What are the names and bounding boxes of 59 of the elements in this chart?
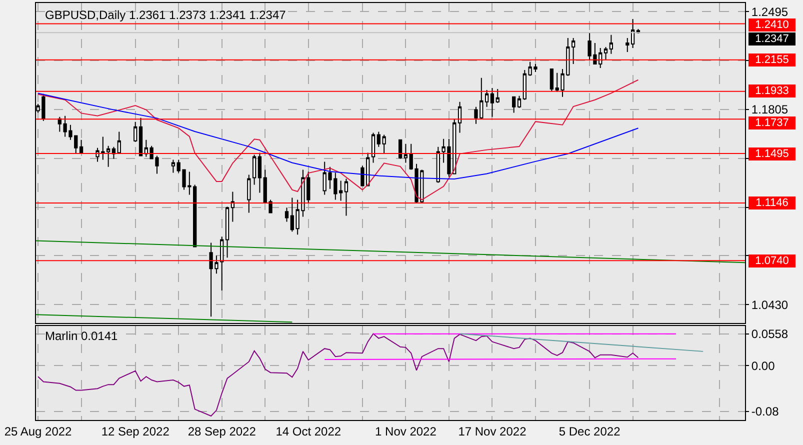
candlestick [382, 134, 386, 154]
x-tick-label: 12 Sep 2022 [101, 424, 170, 438]
line-series [38, 92, 639, 180]
candlestick [252, 154, 256, 186]
x-tick-label: 5 Dec 2022 [558, 424, 621, 438]
candlestick [484, 89, 489, 108]
candlestick [284, 207, 289, 222]
ref-line-label: 1.1933 [755, 85, 789, 97]
y-tick-label: 0.00 [751, 358, 776, 373]
candlestick [490, 87, 494, 118]
candlestick [376, 131, 380, 148]
ref-line-label: 1.2347 [755, 33, 789, 45]
candlestick [550, 68, 554, 92]
ref-line-label: 1.0740 [755, 255, 789, 267]
y-tick-label: 0.0558 [751, 327, 788, 342]
candlestick [604, 46, 608, 60]
x-tick-label: 1 Nov 2022 [375, 424, 437, 438]
candlestick [630, 18, 635, 48]
candlestick [517, 95, 522, 108]
candlestick [171, 159, 176, 174]
candlestick [134, 121, 138, 142]
ref-line-label: 1.1737 [755, 117, 789, 129]
y-tick-label: 1.2495 [751, 4, 788, 19]
candlestick [398, 139, 402, 160]
y-tick-label: 1.1805 [751, 102, 788, 117]
ref-line-label: 1.1146 [756, 197, 788, 209]
chart-title: Marlin 0.0141 [45, 329, 118, 343]
candlestick [230, 191, 235, 222]
candlestick [144, 139, 148, 158]
candlestick [512, 96, 516, 114]
candlestick [247, 174, 251, 214]
line-series [38, 333, 639, 416]
candlestick [458, 101, 462, 134]
candlestick [344, 178, 348, 216]
ref-line-label: 1.1495 [755, 148, 789, 160]
x-tick-label: 28 Sep 2022 [188, 424, 256, 438]
candlestick [220, 236, 224, 292]
candlestick [371, 132, 376, 164]
ref-line-label: 1.2155 [755, 54, 789, 66]
line-series [38, 79, 639, 200]
candlestick [225, 206, 230, 258]
y-tick-label: 1.0430 [751, 298, 788, 312]
candlestick [496, 88, 500, 104]
y-tick-label: -0.08 [751, 404, 780, 419]
candlestick [404, 143, 408, 164]
x-tick-label: 14 Oct 2022 [276, 424, 342, 438]
candlestick [339, 180, 343, 202]
x-tick-label: 17 Nov 2022 [458, 424, 527, 438]
candlestick [106, 145, 110, 168]
ref-line-label: 1.2410 [755, 19, 789, 31]
candlestick [626, 38, 630, 52]
candlestick [572, 38, 576, 64]
candlestick [138, 117, 143, 156]
x-tick-label: 25 Aug 2022 [4, 424, 72, 438]
text: GBPUSD,Daily 1.2361 1.2373 1.2341 1.2347 [45, 8, 286, 22]
candlestick [609, 34, 613, 54]
candlestick [117, 131, 121, 154]
candlestick [79, 139, 84, 154]
candlestick [258, 152, 262, 194]
